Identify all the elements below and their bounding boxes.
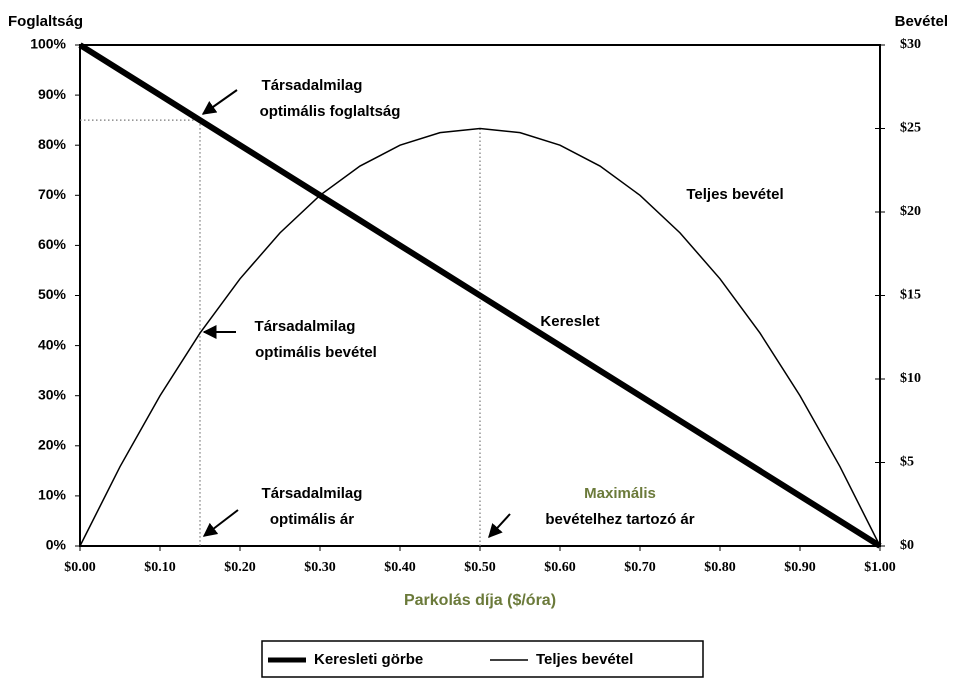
- y2-tick-label: $20: [900, 204, 921, 219]
- legend-label: Keresleti görbe: [314, 651, 423, 668]
- y-tick-label: 50%: [38, 286, 67, 302]
- annotation: optimális foglaltság: [260, 103, 401, 120]
- y-tick-label: 30%: [38, 386, 67, 402]
- x-tick-label: $0.50: [464, 560, 496, 575]
- legend-box: [261, 640, 704, 678]
- x-tick-label: $0.10: [144, 560, 176, 575]
- x-tick-label: $0.90: [784, 560, 816, 575]
- annotation: optimális ár: [270, 511, 354, 528]
- y2-tick-label: $15: [900, 288, 921, 303]
- annotation: Kereslet: [540, 313, 599, 330]
- annotation: Maximális: [584, 485, 656, 502]
- series-line: [78, 42, 882, 549]
- y-tick-label: 70%: [38, 186, 67, 202]
- y-tick-label: 80%: [38, 136, 67, 152]
- y-tick-label: 90%: [38, 86, 67, 102]
- y2-axis-title: Bevétel: [895, 13, 948, 30]
- y2-tick-label: $30: [900, 37, 921, 52]
- x-tick-label: $0.60: [544, 560, 576, 575]
- x-tick-label: $0.30: [304, 560, 336, 575]
- legend-label: Teljes bevétel: [536, 651, 633, 668]
- y2-tick-label: $10: [900, 371, 921, 386]
- x-tick-label: $0.20: [224, 560, 256, 575]
- y2-tick-label: $5: [900, 455, 914, 470]
- x-tick-label: $0.00: [64, 560, 96, 575]
- y-tick-label: 40%: [38, 336, 67, 352]
- arrow: [488, 513, 511, 539]
- arrow: [201, 89, 238, 115]
- annotation: Társadalmilag: [255, 318, 356, 335]
- annotation: bevételhez tartozó ár: [545, 511, 694, 528]
- x-tick-label: $0.40: [384, 560, 416, 575]
- y-axis-title: Foglaltság: [8, 13, 83, 30]
- x-axis-title: Parkolás díja ($/óra): [404, 592, 556, 609]
- x-tick-label: $1.00: [864, 560, 896, 575]
- y-tick-label: 60%: [38, 236, 67, 252]
- series-line: [79, 127, 881, 547]
- annotation: optimális bevétel: [255, 344, 377, 361]
- annotation: Társadalmilag: [262, 485, 363, 502]
- y-tick-label: 0%: [46, 537, 67, 553]
- x-tick-label: $0.70: [624, 560, 656, 575]
- y2-tick-label: $25: [900, 121, 921, 136]
- annotation: Teljes bevétel: [686, 186, 783, 203]
- y-tick-label: 20%: [38, 437, 67, 453]
- x-tick-label: $0.80: [704, 560, 736, 575]
- annotation: Társadalmilag: [262, 77, 363, 94]
- y-tick-label: 10%: [38, 487, 67, 503]
- y-tick-label: 100%: [30, 36, 66, 52]
- arrow: [202, 509, 239, 537]
- y2-tick-label: $0: [900, 538, 914, 553]
